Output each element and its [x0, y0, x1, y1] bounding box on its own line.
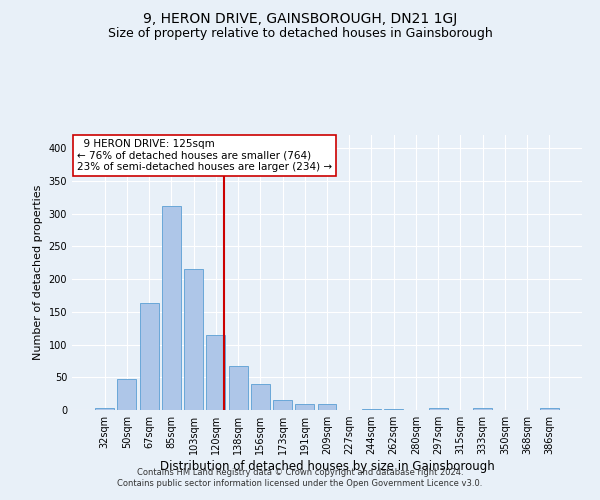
Bar [140, 304, 158, 410]
Text: Size of property relative to detached houses in Gainsborough: Size of property relative to detached ho… [107, 28, 493, 40]
Text: Contains HM Land Registry data © Crown copyright and database right 2024.
Contai: Contains HM Land Registry data © Crown c… [118, 468, 482, 487]
Bar [118, 379, 136, 410]
Bar [295, 404, 314, 410]
Bar [206, 334, 225, 410]
Text: 9, HERON DRIVE, GAINSBOROUGH, DN21 1GJ: 9, HERON DRIVE, GAINSBOROUGH, DN21 1GJ [143, 12, 457, 26]
Bar [273, 400, 292, 410]
Bar [162, 206, 181, 410]
Bar [473, 408, 492, 410]
Bar [429, 408, 448, 410]
Bar [95, 408, 114, 410]
Bar [317, 404, 337, 410]
Bar [384, 408, 403, 410]
Bar [540, 408, 559, 410]
Bar [251, 384, 270, 410]
Bar [184, 268, 203, 410]
Bar [229, 366, 248, 410]
Text: 9 HERON DRIVE: 125sqm
← 76% of detached houses are smaller (764)
23% of semi-det: 9 HERON DRIVE: 125sqm ← 76% of detached … [77, 139, 332, 172]
X-axis label: Distribution of detached houses by size in Gainsborough: Distribution of detached houses by size … [160, 460, 494, 473]
Y-axis label: Number of detached properties: Number of detached properties [33, 185, 43, 360]
